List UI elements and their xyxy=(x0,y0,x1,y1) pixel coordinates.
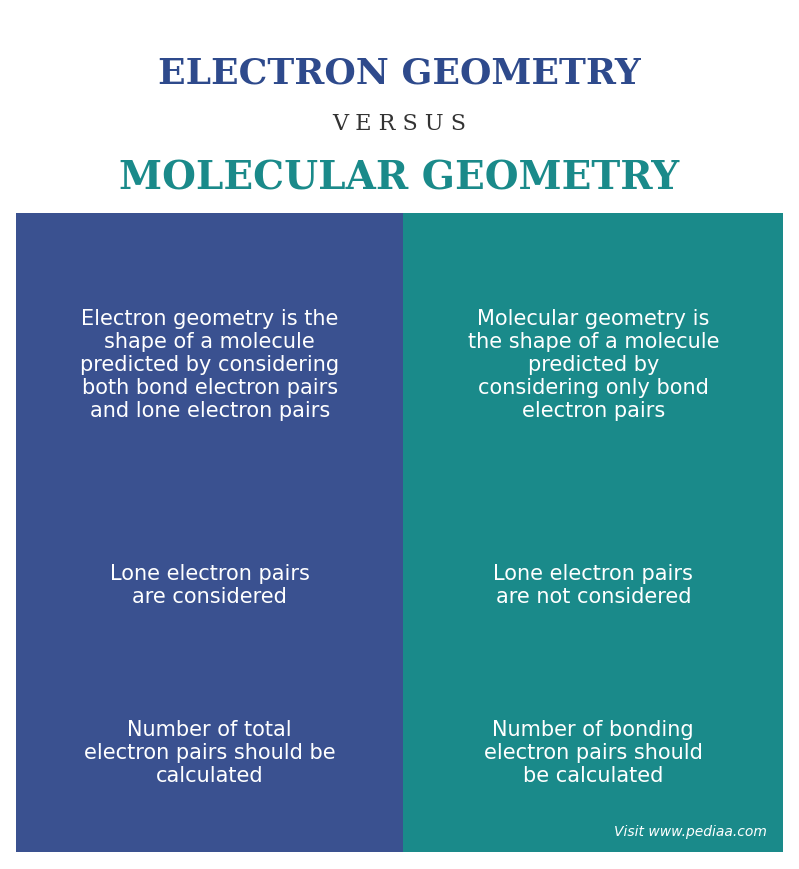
Text: V E R S U S: V E R S U S xyxy=(332,113,467,136)
Text: Lone electron pairs
are not considered: Lone electron pairs are not considered xyxy=(493,564,694,607)
Text: ELECTRON GEOMETRY: ELECTRON GEOMETRY xyxy=(158,56,641,91)
Text: MOLECULAR GEOMETRY: MOLECULAR GEOMETRY xyxy=(119,159,680,197)
Text: Visit www.pediaa.com: Visit www.pediaa.com xyxy=(614,825,767,839)
Text: Lone electron pairs
are considered: Lone electron pairs are considered xyxy=(109,564,310,607)
Text: Molecular geometry is
the shape of a molecule
predicted by
considering only bond: Molecular geometry is the shape of a mol… xyxy=(467,308,719,421)
Text: Electron geometry is the
shape of a molecule
predicted by considering
both bond : Electron geometry is the shape of a mole… xyxy=(80,308,340,421)
Text: Number of total
electron pairs should be
calculated: Number of total electron pairs should be… xyxy=(84,720,336,786)
Text: Number of bonding
electron pairs should
be calculated: Number of bonding electron pairs should … xyxy=(484,720,702,786)
